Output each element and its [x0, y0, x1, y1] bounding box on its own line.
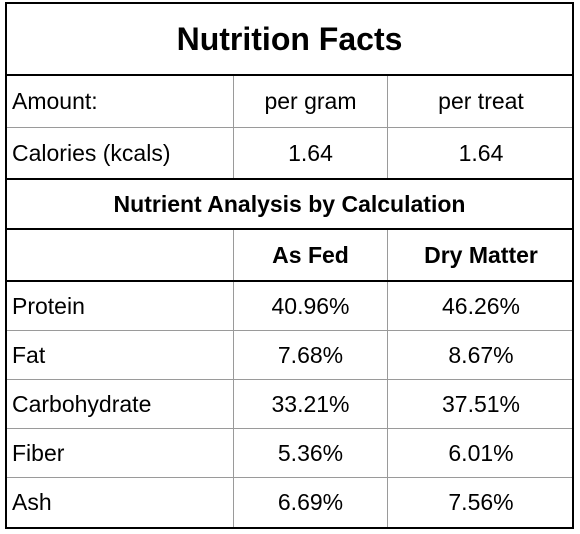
- calories-label: Calories (kcals): [12, 139, 171, 166]
- as-fed-header: As Fed: [233, 230, 387, 280]
- dry-matter-value: 46.26%: [387, 282, 574, 330]
- amount-header-row: Amount: per gram per treat: [7, 76, 572, 128]
- analysis-title-row: Nutrient Analysis by Calculation: [7, 180, 572, 230]
- nutrient-label: Ash: [12, 489, 52, 515]
- nutrition-facts-table: Nutrition Facts Amount: per gram per tre…: [5, 2, 574, 529]
- analysis-header-blank: [7, 230, 233, 280]
- title-row: Nutrition Facts: [7, 4, 572, 76]
- as-fed-value: 6.69%: [233, 478, 387, 527]
- dry-matter-value: 8.67%: [387, 331, 574, 379]
- per-gram-header: per gram: [233, 76, 387, 127]
- table-row: Carbohydrate 33.21% 37.51%: [7, 380, 572, 429]
- table-row: Protein 40.96% 46.26%: [7, 282, 572, 331]
- analysis-title-text: Nutrient Analysis by Calculation: [113, 190, 466, 217]
- nutrient-label: Fat: [12, 341, 46, 368]
- per-treat-header: per treat: [387, 76, 574, 127]
- nutrient-label: Fiber: [12, 439, 65, 466]
- as-fed-value: 40.96%: [233, 282, 387, 330]
- table-row: Fat 7.68% 8.67%: [7, 331, 572, 380]
- table-title: Nutrition Facts: [7, 4, 572, 74]
- as-fed-value: 5.36%: [233, 429, 387, 477]
- dry-matter-value: 7.56%: [387, 478, 574, 527]
- as-fed-value: 7.68%: [233, 331, 387, 379]
- dry-matter-value: 6.01%: [387, 429, 574, 477]
- calories-row: Calories (kcals) 1.64 1.64: [7, 128, 572, 180]
- table-title-text: Nutrition Facts: [176, 20, 403, 57]
- table-row: Fiber 5.36% 6.01%: [7, 429, 572, 478]
- table-row: Ash 6.69% 7.56%: [7, 478, 572, 527]
- nutrient-label: Protein: [12, 292, 85, 319]
- calories-per-gram: 1.64: [233, 128, 387, 178]
- as-fed-value: 33.21%: [233, 380, 387, 428]
- analysis-header-row: As Fed Dry Matter: [7, 230, 572, 282]
- analysis-title: Nutrient Analysis by Calculation: [7, 180, 572, 228]
- dry-matter-header: Dry Matter: [387, 230, 574, 280]
- nutrient-label: Carbohydrate: [12, 390, 152, 417]
- calories-per-treat: 1.64: [387, 128, 574, 178]
- amount-label: Amount:: [12, 88, 98, 114]
- dry-matter-value: 37.51%: [387, 380, 574, 428]
